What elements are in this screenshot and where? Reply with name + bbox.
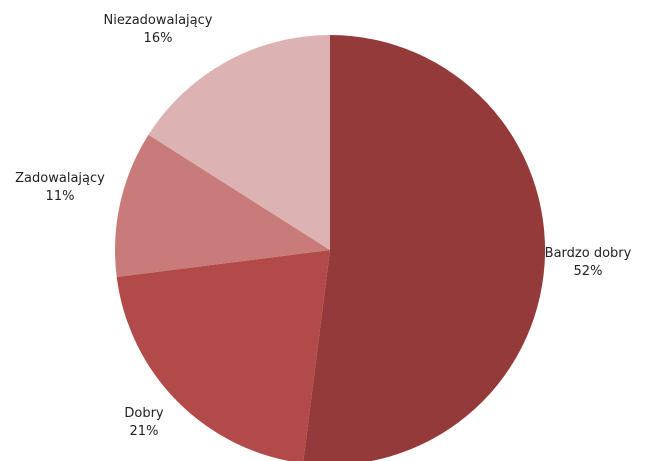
slice-label-niezadowalajacy: Niezadowalający 16% xyxy=(104,12,213,48)
slice-name: Niezadowalający xyxy=(103,13,213,28)
slice-name: Dobry xyxy=(124,406,164,421)
slice-zadowalajacy xyxy=(115,134,331,277)
slice-label-bardzo-dobry: Bardzo dobry 52% xyxy=(545,245,632,281)
slice-name: Bardzo dobry xyxy=(544,246,632,261)
slice-percent: 11% xyxy=(45,189,75,204)
slice-label-dobry: Dobry 21% xyxy=(124,405,163,441)
slice-percent: 21% xyxy=(129,424,159,439)
slice-bardzo-dobry xyxy=(303,35,546,461)
slice-label-zadowalajacy: Zadowalający 11% xyxy=(15,170,105,206)
slice-name: Zadowalający xyxy=(15,171,105,186)
slice-percent: 16% xyxy=(143,31,173,46)
slice-percent: 52% xyxy=(573,264,603,279)
slice-dobry xyxy=(116,250,330,461)
slice-niezadowalajacy xyxy=(148,35,330,250)
